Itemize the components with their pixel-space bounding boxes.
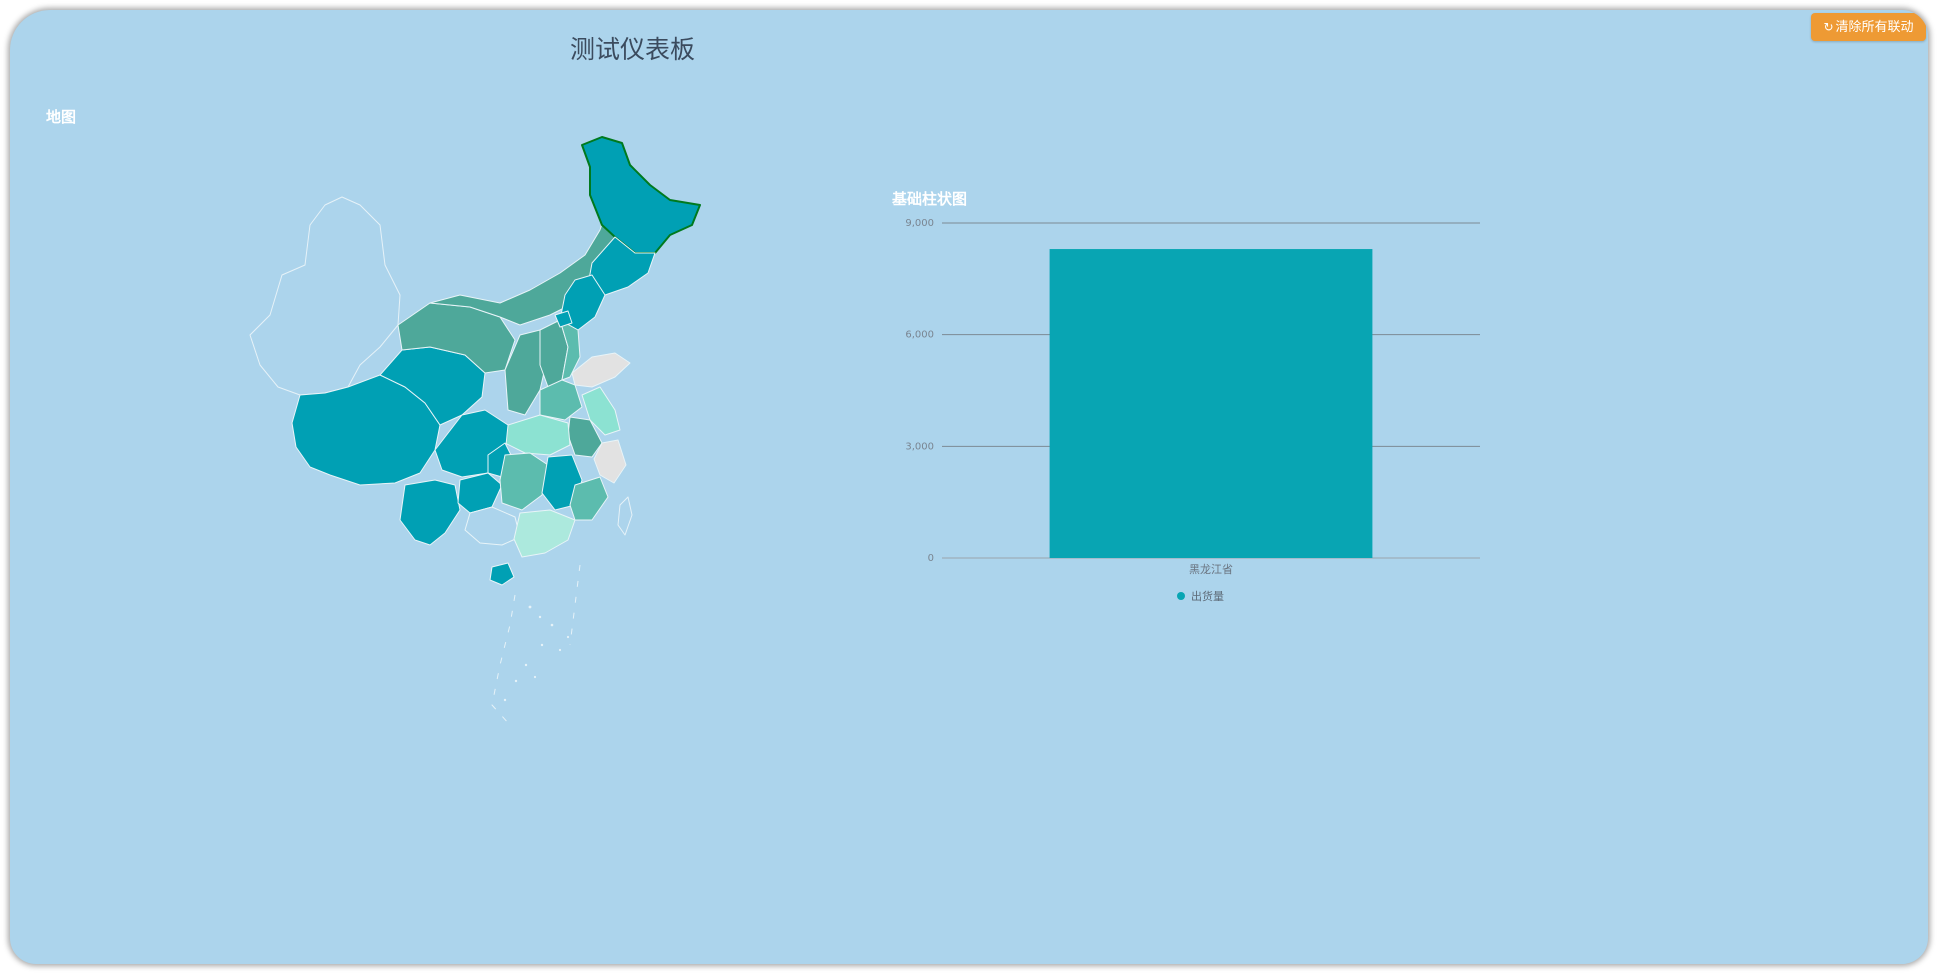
bar-panel-title: 基础柱状图 (892, 190, 968, 208)
region-hunan[interactable] (499, 452, 549, 511)
region-shandong[interactable] (571, 352, 631, 388)
region-guangxi[interactable] (464, 506, 521, 546)
map-panel-title: 地图 (46, 108, 77, 126)
bar-chart: 0 3,000 6,000 9,000 黑龙江省 出货量 (905, 218, 1480, 603)
region-fujian[interactable] (569, 476, 609, 521)
dashboard-canvas: 测试仪表板 ↻ 清除所有联动 地图 (10, 10, 1928, 964)
nine-dash-line (491, 564, 581, 726)
y-tick-label: 6,000 (905, 330, 934, 341)
region-henan[interactable] (539, 379, 583, 421)
y-tick-label: 9,000 (905, 218, 934, 229)
clear-linkage-label: 清除所有联动 (1835, 20, 1914, 35)
refresh-icon: ↻ (1823, 20, 1834, 34)
legend-marker[interactable] (1177, 592, 1185, 600)
region-hebei[interactable] (559, 319, 581, 381)
region-hainan[interactable] (489, 562, 515, 586)
clear-linkage-button[interactable]: ↻ 清除所有联动 (1811, 13, 1926, 41)
region-heilongjiang[interactable] (581, 136, 701, 254)
x-category-label: 黑龙江省 (1189, 563, 1233, 576)
region-guizhou[interactable] (457, 472, 503, 514)
legend-label[interactable]: 出货量 (1191, 589, 1224, 603)
region-hubei[interactable] (504, 414, 571, 456)
region-liaoning[interactable] (559, 274, 606, 331)
dashboard-title: 测试仪表板 (570, 35, 696, 64)
y-tick-label: 0 (928, 553, 934, 564)
region-xinjiang[interactable] (249, 196, 401, 396)
region-jilin[interactable] (587, 236, 656, 296)
china-map[interactable] (230, 125, 870, 745)
region-guangdong[interactable] (513, 509, 576, 558)
region-zhejiang[interactable] (593, 439, 627, 484)
y-tick-label: 3,000 (905, 441, 934, 452)
bar-0[interactable] (1049, 249, 1373, 559)
region-yunnan[interactable] (399, 479, 461, 546)
region-beijing[interactable] (554, 310, 573, 328)
region-taiwan[interactable] (617, 496, 633, 536)
south-sea-islands (503, 605, 570, 702)
region-tibet[interactable] (291, 374, 441, 486)
